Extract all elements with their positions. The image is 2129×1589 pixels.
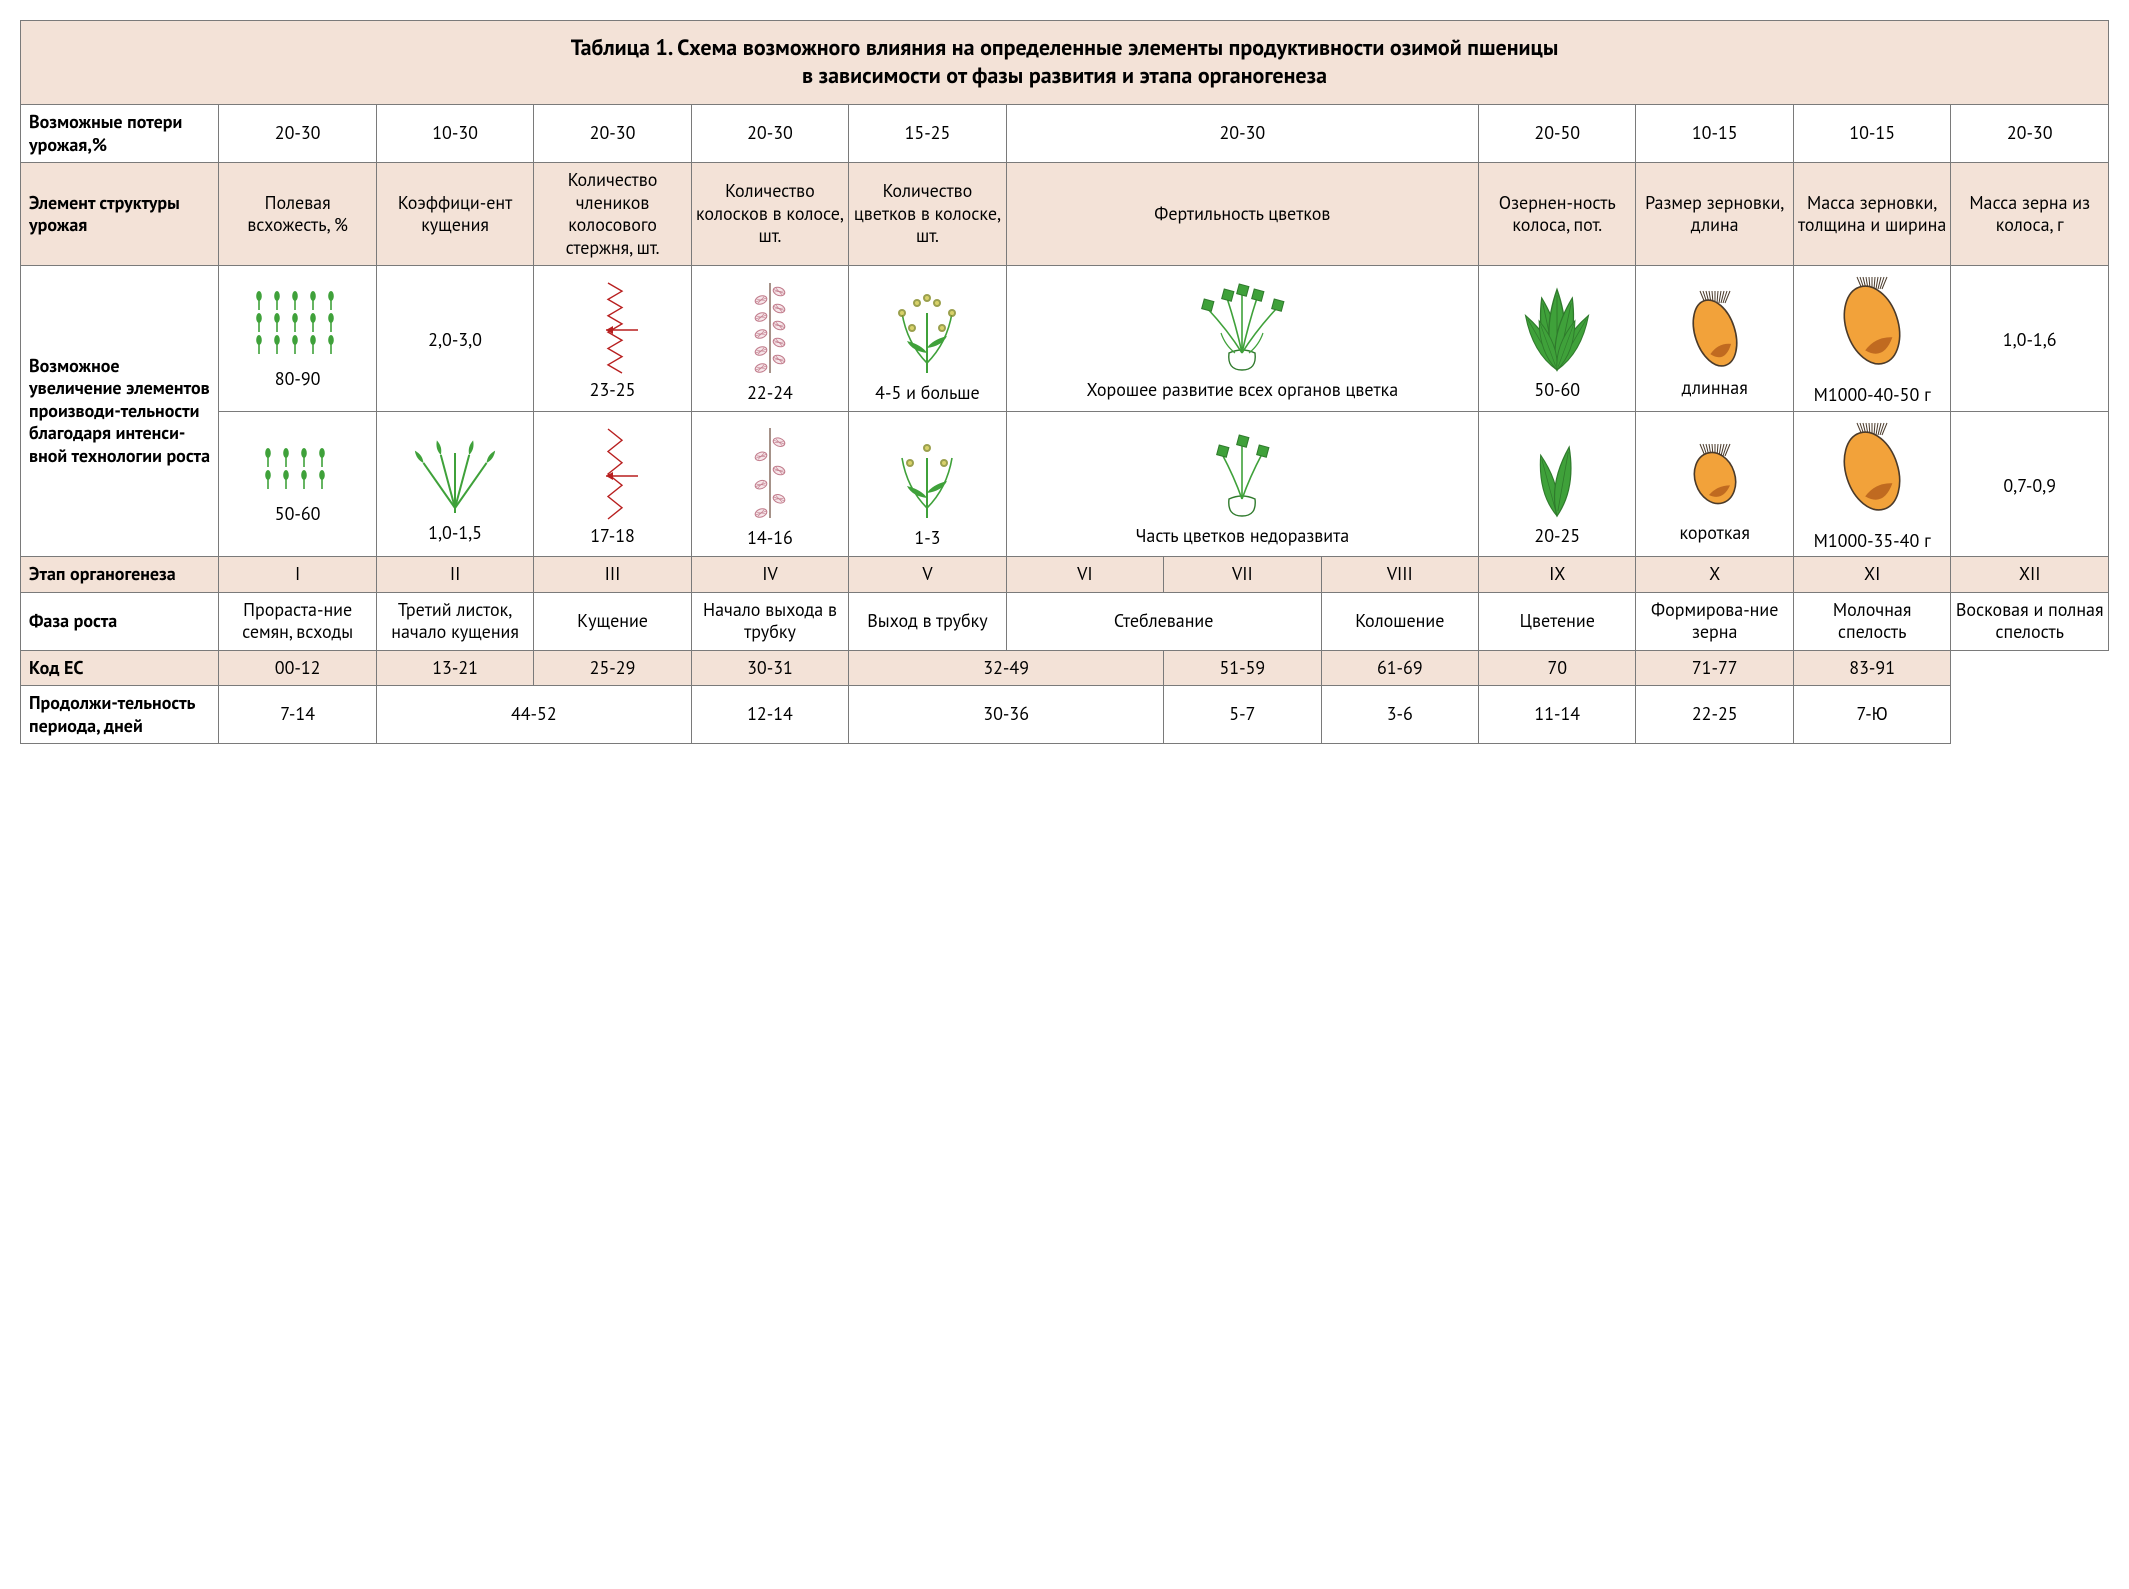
cell: 2,0-3,0 [376,266,533,412]
cell: VIII [1321,557,1478,593]
cell: 7-14 [219,686,376,744]
cell: XI [1793,557,1950,593]
cell: 00-12 [219,650,376,686]
cell: Размер зерновки, длина [1636,163,1793,266]
row-label-ec: Код ЕС [21,650,219,686]
cell: Количество колосков в колосе, шт. [691,163,848,266]
cell: III [534,557,691,593]
cell: Прораста-ние семян, всходы [219,592,376,650]
cell: Восковая и полная спелость [1951,592,2109,650]
cell: 7-Ю [1793,686,1950,744]
cell: 83-91 [1793,650,1950,686]
cell: 25-29 [534,650,691,686]
cell: Колошение [1321,592,1478,650]
cell: Озернен-ность колоса, пот. [1479,163,1636,266]
cell: Масса зерна из колоса, г [1951,163,2109,266]
cell: Часть цветков недоразвита [1006,411,1478,557]
cell: Выход в трубку [849,592,1006,650]
cell: 32-49 [849,650,1164,686]
cell: 15-25 [849,105,1006,163]
cell: короткая [1636,411,1793,557]
cell: Количество цветков в колоске, шт. [849,163,1006,266]
cell: Количество члеников колосового стержня, … [534,163,691,266]
cell: 22-24 [691,266,848,412]
cell: 1-3 [849,411,1006,557]
cell: 70 [1479,650,1636,686]
cell: Фертильность цветков [1006,163,1478,266]
cell: 50-60 [219,411,376,557]
cell: I [219,557,376,593]
cell: 5-7 [1164,686,1321,744]
cell: 30-36 [849,686,1164,744]
cell: 20-50 [1479,105,1636,163]
cell: Масса зерновки, толщина и ширина [1793,163,1950,266]
row-label-organo: Этап органогенеза [21,557,219,593]
cell: 20-30 [1006,105,1478,163]
cell: Третий листок, начало кущения [376,592,533,650]
cell: XII [1951,557,2109,593]
row-label-increase: Возможное увеличение элементов производи… [21,266,219,557]
cell: 20-30 [219,105,376,163]
cell: Хорошее развитие всех органов цветка [1006,266,1478,412]
table-title: Таблица 1. Схема возможного влияния на о… [21,21,2109,105]
cell: 50-60 [1479,266,1636,412]
cell: VII [1164,557,1321,593]
cell: М1000-40-50 г [1793,266,1950,412]
cell: 80-90 [219,266,376,412]
cell: 17-18 [534,411,691,557]
cell: 3-6 [1321,686,1478,744]
cell: 10-30 [376,105,533,163]
cell: 1,0-1,6 [1951,266,2109,412]
cell: 44-52 [376,686,691,744]
cell: 30-31 [691,650,848,686]
cell: 61-69 [1321,650,1478,686]
cell: 0,7-0,9 [1951,411,2109,557]
cell: II [376,557,533,593]
cell: Цветение [1479,592,1636,650]
cell: 71-77 [1636,650,1793,686]
cell: IV [691,557,848,593]
cell: 11-14 [1479,686,1636,744]
cell: 10-15 [1793,105,1950,163]
cell: 23-25 [534,266,691,412]
cell: 13-21 [376,650,533,686]
row-label-phase: Фаза роста [21,592,219,650]
cell: 51-59 [1164,650,1321,686]
cell: 10-15 [1636,105,1793,163]
cell: длинная [1636,266,1793,412]
row-label-struct: Элемент структуры урожая [21,163,219,266]
cell: Коэффици-ент кущения [376,163,533,266]
cell: 20-30 [1951,105,2109,163]
cell: 20-30 [534,105,691,163]
cell: 12-14 [691,686,848,744]
row-label-duration: Продолжи-тельность периода, дней [21,686,219,744]
cell: 4-5 и больше [849,266,1006,412]
cell: IX [1479,557,1636,593]
cell: Стеблевание [1006,592,1321,650]
wheat-productivity-table: Таблица 1. Схема возможного влияния на о… [20,20,2109,744]
cell: VI [1006,557,1163,593]
cell: Полевая всхожесть, % [219,163,376,266]
cell: 22-25 [1636,686,1793,744]
cell: 14-16 [691,411,848,557]
cell: Формирова-ние зерна [1636,592,1793,650]
cell: Молочная спелость [1793,592,1950,650]
row-label-loss: Возможные потери урожая,% [21,105,219,163]
cell: М1000-35-40 г [1793,411,1950,557]
cell: X [1636,557,1793,593]
cell: Кущение [534,592,691,650]
cell: 20-30 [691,105,848,163]
cell: 1,0-1,5 [376,411,533,557]
cell: V [849,557,1006,593]
cell: Начало выхода в трубку [691,592,848,650]
cell: 20-25 [1479,411,1636,557]
